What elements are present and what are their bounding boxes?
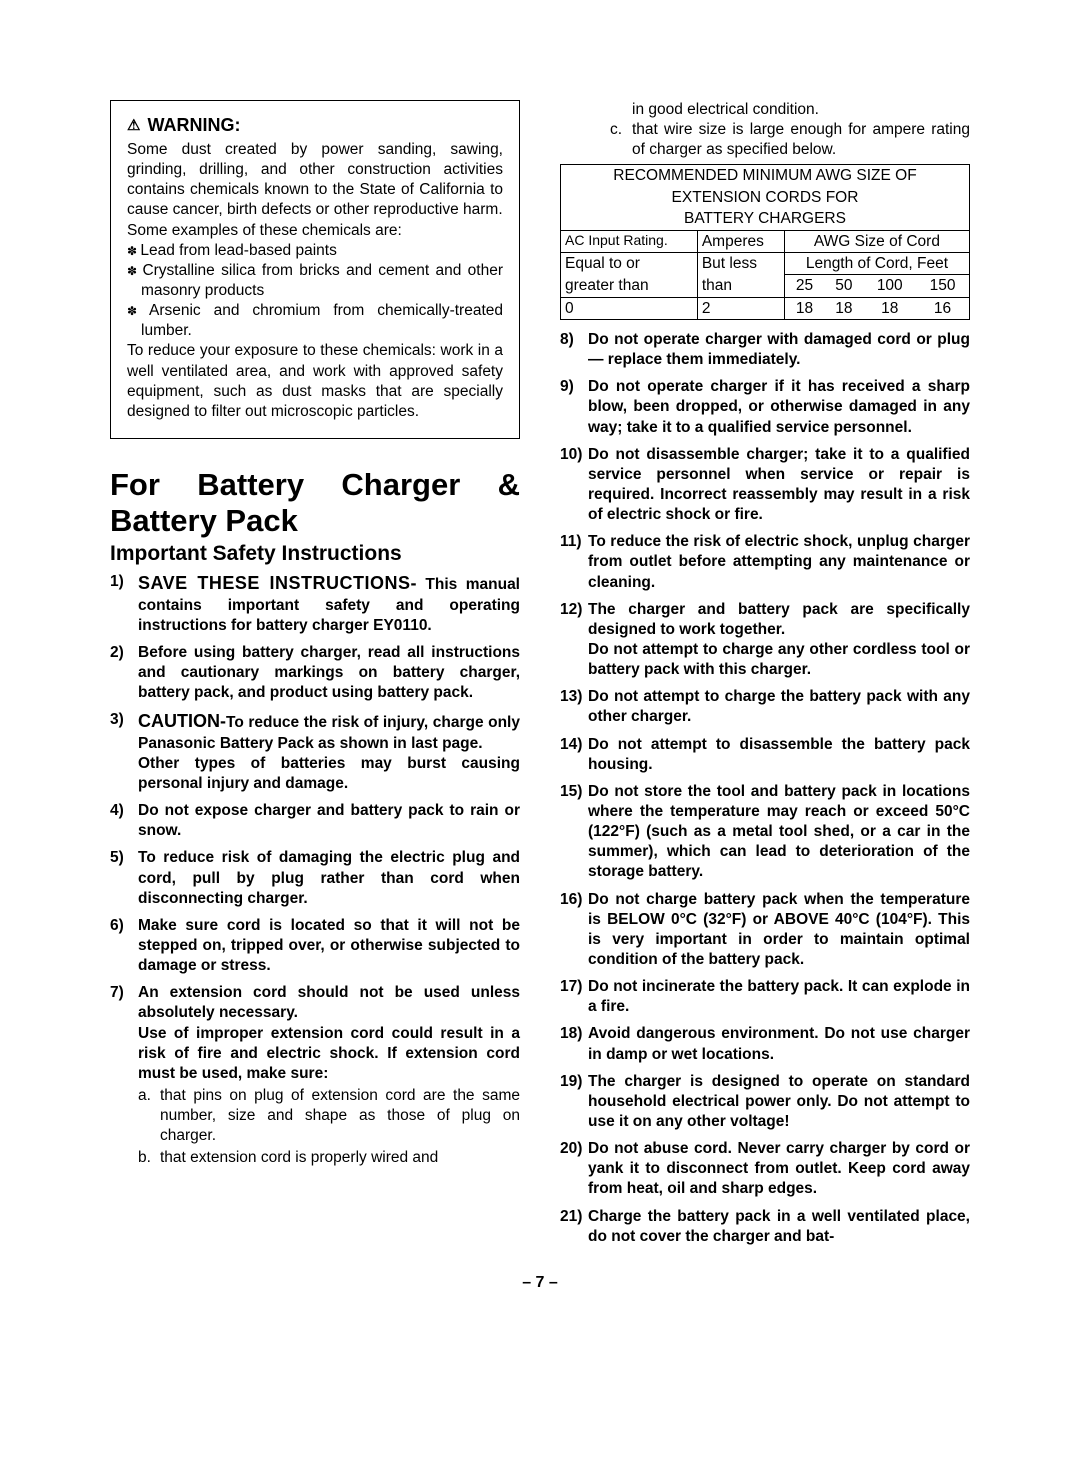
- warning-title: ⚠ WARNING:: [127, 115, 503, 136]
- sub-list: a.that pins on plug of extension cord ar…: [138, 1086, 520, 1169]
- warning-bullet: Crystalline silica from bricks and cemen…: [127, 261, 503, 301]
- sub-list: c.that wire size is large enough for amp…: [610, 120, 970, 160]
- sub-text: that wire size is large enough for amper…: [632, 121, 970, 158]
- sub-item: a.that pins on plug of extension cord ar…: [138, 1086, 520, 1146]
- list-item: 1) SAVE THESE INSTRUCTIONS- This manual …: [110, 572, 520, 636]
- right-column: in good electrical condition. c.that wir…: [560, 100, 970, 1254]
- warning-label: WARNING:: [147, 115, 240, 135]
- item-text: Do not operate charger if it has receive…: [588, 378, 970, 435]
- table-cell: Equal to or: [561, 252, 698, 274]
- item-text: Do not disassemble charger; take it to a…: [588, 446, 970, 523]
- continuation-text: in good electrical condition.: [610, 100, 970, 120]
- instruction-list-left: 1) SAVE THESE INSTRUCTIONS- This manual …: [110, 572, 520, 1168]
- table-header: AC Input Rating.: [561, 230, 698, 252]
- item-text: Do not charge battery pack when the temp…: [588, 891, 970, 968]
- list-item: 21)Charge the battery pack in a well ven…: [560, 1207, 970, 1247]
- item-text: Do not expose charger and battery pack t…: [138, 802, 520, 839]
- list-item: 10)Do not disassemble charger; take it t…: [560, 445, 970, 526]
- item-text: Do not attempt to charge any other cordl…: [588, 641, 970, 678]
- list-item: 17)Do not incinerate the battery pack. I…: [560, 977, 970, 1017]
- sub-item: c.that wire size is large enough for amp…: [610, 120, 970, 160]
- page-content: ⚠ WARNING: Some dust created by power sa…: [110, 100, 970, 1254]
- list-item: 19)The charger is designed to operate on…: [560, 1072, 970, 1132]
- save-label: SAVE THESE INSTRUCTIONS-: [138, 573, 417, 593]
- awg-table: RECOMMENDED MINIMUM AWG SIZE OF EXTENSIO…: [560, 164, 970, 320]
- table-cell: 25: [784, 275, 824, 297]
- list-item: 15)Do not store the tool and battery pac…: [560, 782, 970, 883]
- left-column: ⚠ WARNING: Some dust created by power sa…: [110, 100, 520, 1254]
- warning-box: ⚠ WARNING: Some dust created by power sa…: [110, 100, 520, 439]
- table-cell: 100: [863, 275, 916, 297]
- warning-p2: Some examples of these chemicals are:: [127, 221, 503, 241]
- item-text: The charger and battery pack are specifi…: [588, 601, 970, 638]
- table-cell: 0: [561, 297, 698, 319]
- list-item: 8)Do not operate charger with damaged co…: [560, 330, 970, 370]
- item-text: Do not attempt to charge the battery pac…: [588, 688, 970, 725]
- list-item: 20)Do not abuse cord. Never carry charge…: [560, 1139, 970, 1199]
- sub-text: that extension cord is properly wired an…: [160, 1149, 438, 1166]
- list-item: 9)Do not operate charger if it has recei…: [560, 377, 970, 437]
- list-item: 4) Do not expose charger and battery pac…: [110, 801, 520, 841]
- list-item: 3) CAUTION-To reduce the risk of injury,…: [110, 710, 520, 794]
- list-item: 7) An extension cord should not be used …: [110, 983, 520, 1168]
- item-text: Do not attempt to disassemble the batter…: [588, 736, 970, 773]
- table-cell: 18: [824, 297, 863, 319]
- table-header: AWG Size of Cord: [784, 230, 969, 252]
- warning-bullet: Arsenic and chromium from chemically-tre…: [127, 301, 503, 341]
- list-item: 13)Do not attempt to charge the battery …: [560, 687, 970, 727]
- table-cell: But less: [697, 252, 784, 274]
- table-cell: 18: [863, 297, 916, 319]
- sub-text: that pins on plug of extension cord are …: [160, 1087, 520, 1144]
- table-cell: 18: [784, 297, 824, 319]
- table-cell: 50: [824, 275, 863, 297]
- item-text: To reduce risk of damaging the electric …: [138, 849, 520, 906]
- table-cell: 16: [916, 297, 969, 319]
- item-text: Make sure cord is located so that it wil…: [138, 917, 520, 974]
- list-item: 12)The charger and battery pack are spec…: [560, 600, 970, 681]
- item-text: Do not store the tool and battery pack i…: [588, 783, 970, 881]
- item-text: Do not abuse cord. Never carry charger b…: [588, 1140, 970, 1197]
- list-item: 2) Before using battery charger, read al…: [110, 643, 520, 703]
- instruction-list-right: 8)Do not operate charger with damaged co…: [560, 330, 970, 1247]
- table-title: EXTENSION CORDS FOR: [561, 187, 970, 208]
- table-header: Amperes: [697, 230, 784, 252]
- warning-p3: To reduce your exposure to these chemica…: [127, 341, 503, 422]
- list-item: 6) Make sure cord is located so that it …: [110, 916, 520, 976]
- warning-p1: Some dust created by power sanding, sawi…: [127, 140, 503, 221]
- item-text: Do not incinerate the battery pack. It c…: [588, 978, 970, 1015]
- table-cell: greater than: [561, 275, 698, 297]
- item-text: Before using battery charger, read all i…: [138, 644, 520, 701]
- sub-item: b.that extension cord is properly wired …: [138, 1148, 520, 1168]
- item-text: An extension cord should not be used unl…: [138, 984, 520, 1021]
- section-heading: For Battery Charger & Battery Pack: [110, 467, 520, 538]
- item-text: To reduce the risk of electric shock, un…: [588, 533, 970, 590]
- item-text: Do not operate charger with damaged cord…: [588, 331, 970, 368]
- page-number: – 7 –: [110, 1274, 970, 1292]
- table-title: BATTERY CHARGERS: [561, 208, 970, 230]
- table-cell: than: [697, 275, 784, 297]
- warning-bullets: Lead from lead-based paints Crystalline …: [127, 241, 503, 342]
- item-text: Use of improper extension cord could res…: [138, 1025, 520, 1082]
- item-text: Charge the battery pack in a well ventil…: [588, 1208, 970, 1245]
- caution-label: CAUTION-: [138, 711, 226, 731]
- item-text: Avoid dangerous environment. Do not use …: [588, 1025, 970, 1062]
- list-item: 14)Do not attempt to disassemble the bat…: [560, 735, 970, 775]
- item-text: Other types of batteries may burst causi…: [138, 755, 520, 792]
- table-cell: 150: [916, 275, 969, 297]
- warning-icon: ⚠: [127, 116, 140, 134]
- list-item: 16)Do not charge battery pack when the t…: [560, 890, 970, 971]
- table-cell: Length of Cord, Feet: [784, 252, 969, 274]
- continuation-block: in good electrical condition. c.that wir…: [560, 100, 970, 160]
- table-title: RECOMMENDED MINIMUM AWG SIZE OF: [561, 165, 970, 187]
- item-text: The charger is designed to operate on st…: [588, 1073, 970, 1130]
- table-cell: 2: [697, 297, 784, 319]
- list-item: 5) To reduce risk of damaging the electr…: [110, 848, 520, 908]
- list-item: 18)Avoid dangerous environment. Do not u…: [560, 1024, 970, 1064]
- section-subheading: Important Safety Instructions: [110, 542, 520, 566]
- list-item: 11)To reduce the risk of electric shock,…: [560, 532, 970, 592]
- warning-bullet: Lead from lead-based paints: [127, 241, 503, 261]
- warning-body: Some dust created by power sanding, sawi…: [127, 140, 503, 422]
